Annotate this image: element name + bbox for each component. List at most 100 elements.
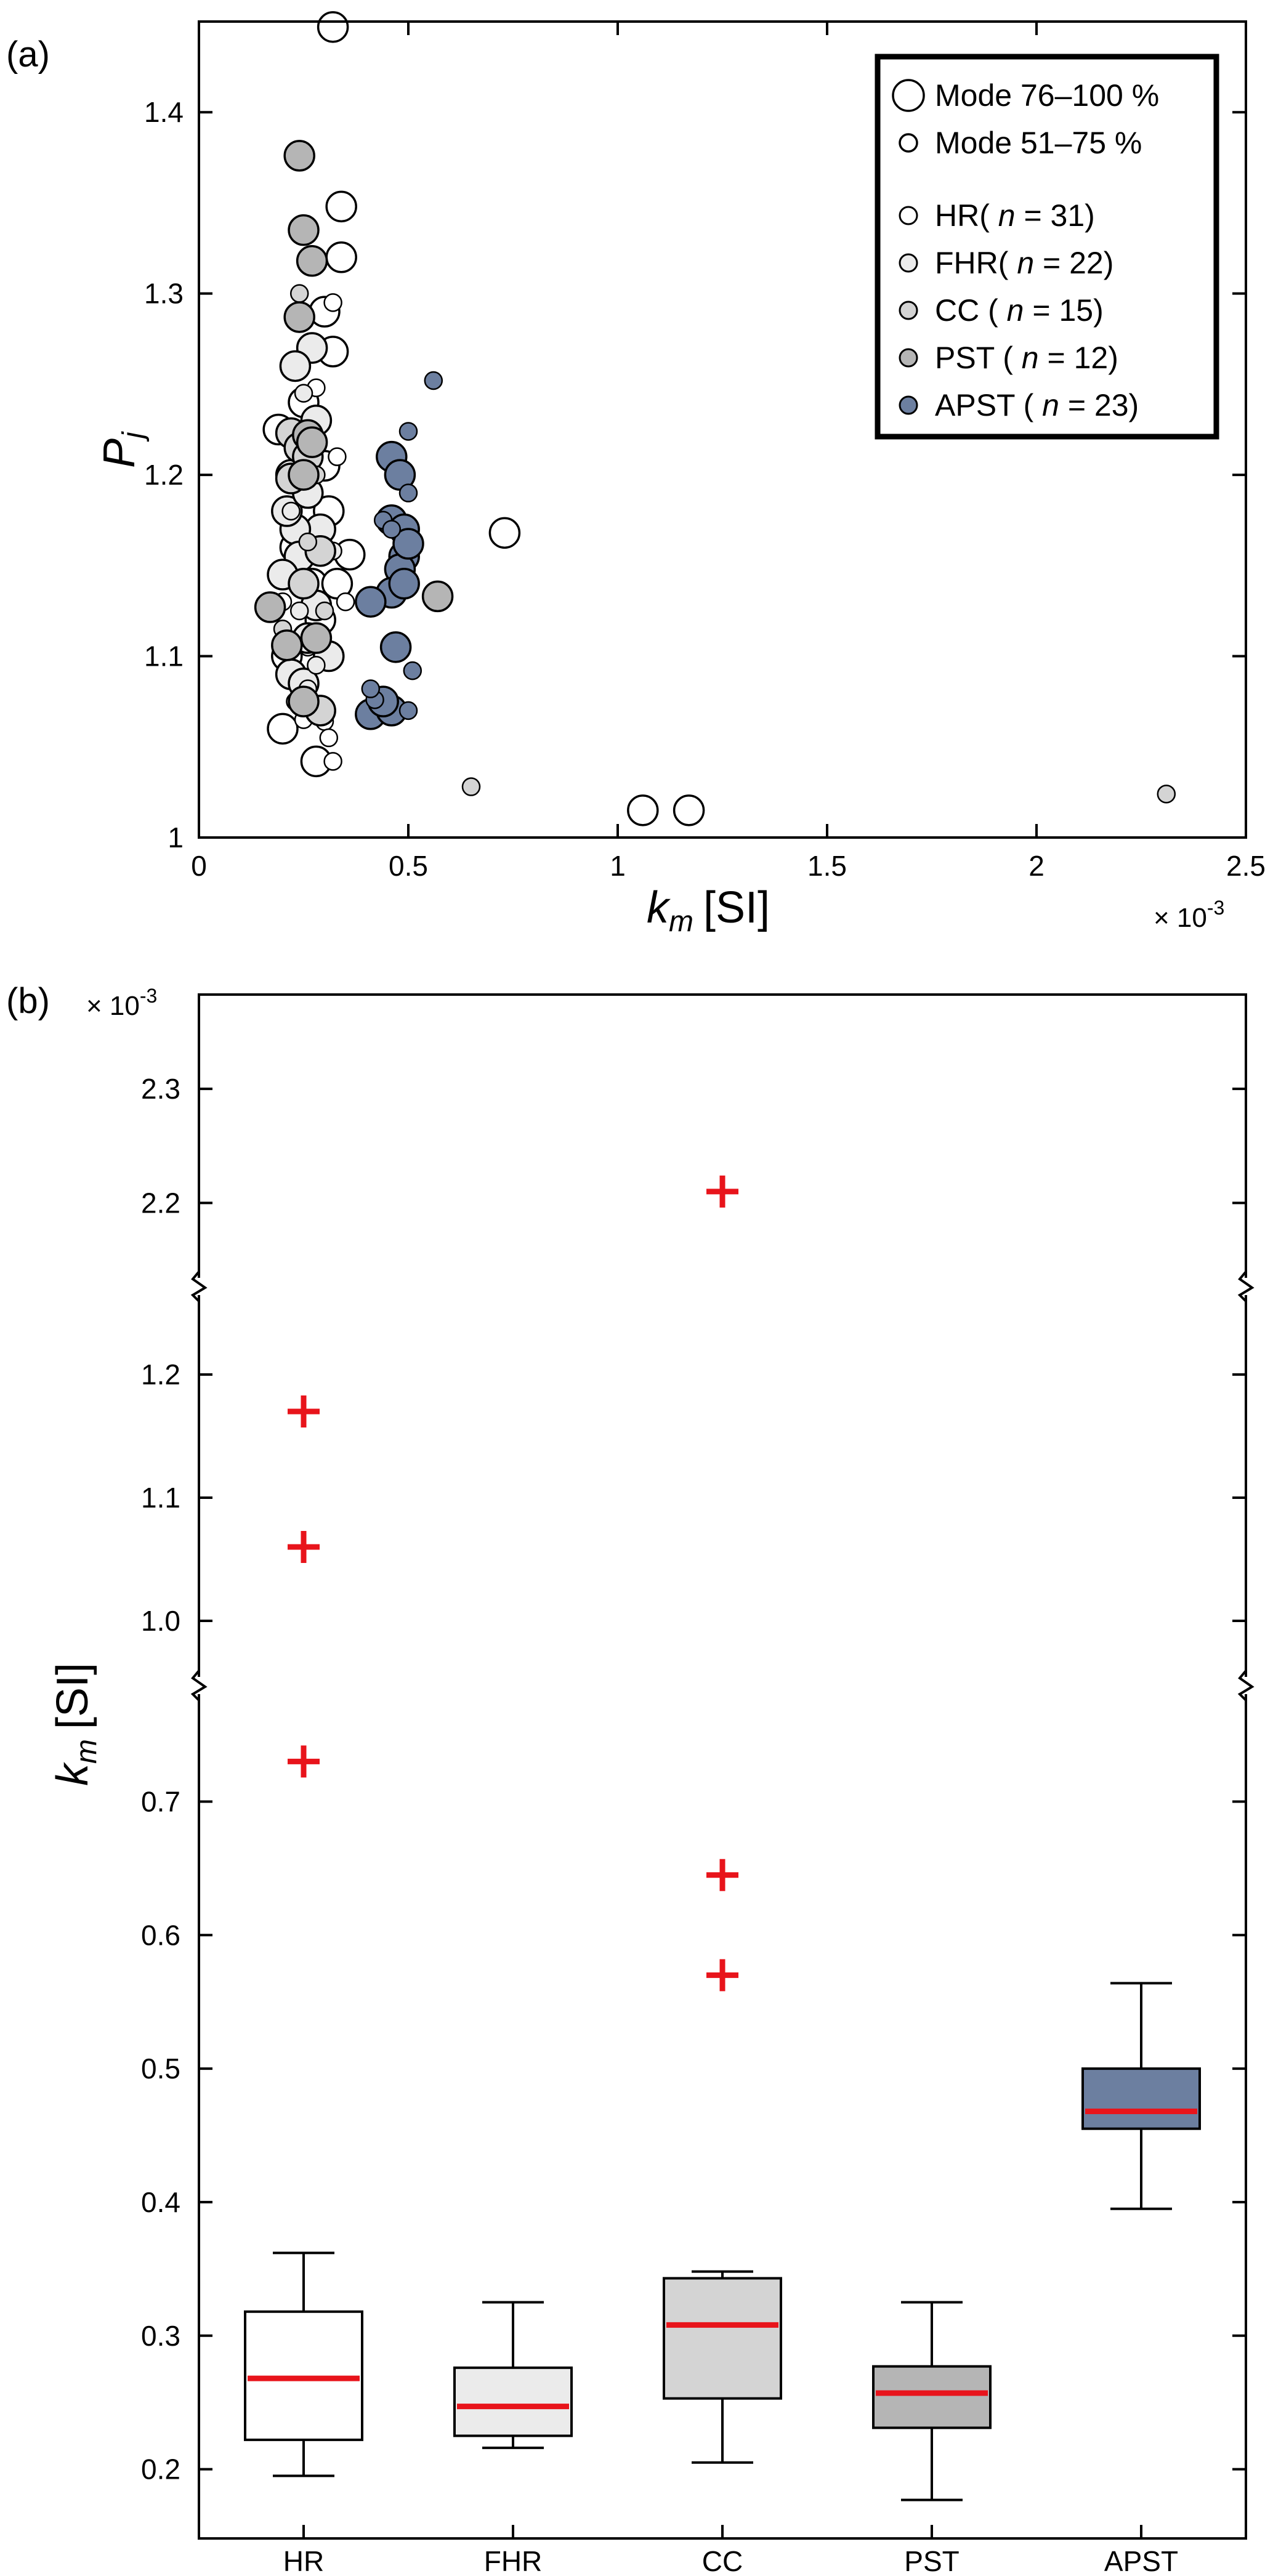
- point-fhr-18: [294, 384, 313, 403]
- legend-marker-hr: [899, 206, 918, 225]
- point-pst-0: [283, 140, 315, 172]
- box-iqr: [453, 2366, 573, 2437]
- x-category-label: FHR: [484, 2545, 543, 2576]
- point-pst-6: [288, 459, 320, 491]
- x-tick-label: 0.5: [389, 850, 428, 882]
- point-hr-1: [488, 517, 521, 549]
- point-cc-13: [315, 601, 334, 621]
- point-pst-10: [288, 685, 320, 717]
- x-tick-label: 0: [191, 850, 207, 882]
- x-category-label: PST: [904, 2545, 959, 2576]
- outlier-marker: [706, 1959, 738, 1992]
- point-cc-7: [461, 777, 481, 796]
- point-apst-19: [398, 701, 418, 721]
- y-tick-label-b: 1.1: [141, 1482, 180, 1514]
- point-fhr-15: [281, 501, 301, 521]
- point-apst-7: [355, 586, 387, 618]
- outlier-marker: [706, 1859, 738, 1891]
- x-category-label: CC: [702, 2545, 743, 2576]
- legend-frame: [875, 54, 1219, 440]
- point-hr-2: [627, 794, 659, 826]
- panel-a-label: (a): [6, 34, 50, 75]
- box-iqr: [1081, 2067, 1201, 2130]
- box-pst: [872, 2301, 992, 2501]
- legend: Mode 76–100 % Mode 51–75 % HR( n = 31) FHR(…: [875, 54, 1219, 440]
- point-hr-25: [323, 752, 342, 771]
- point-cc-10: [298, 532, 318, 552]
- y-tick-label: 1.3: [144, 278, 184, 310]
- legend-label-fhr: FHR( n = 22): [935, 246, 1113, 280]
- point-pst-3: [283, 301, 315, 333]
- point-apst-21: [361, 679, 381, 698]
- x-tick-label: 1.5: [807, 850, 847, 882]
- point-apst-14: [424, 371, 443, 390]
- x-tick-label: 1: [610, 850, 626, 882]
- point-hr-27: [319, 728, 339, 748]
- point-pst-7: [254, 591, 286, 623]
- legend-marker-fhr: [899, 253, 918, 273]
- point-apst-16: [398, 483, 418, 503]
- y-tick-label-b: 0.3: [141, 2320, 180, 2352]
- y-axis-ticks: 1 1.1 1.2 1.3 1.4: [144, 96, 1246, 854]
- point-apst-9: [379, 631, 412, 663]
- legend-label-cc: CC ( n = 15): [935, 293, 1104, 328]
- axis-break-mark: [190, 1670, 208, 1702]
- point-fhr-21: [289, 601, 309, 621]
- outlier-marker: [288, 1745, 320, 1778]
- point-apst-20: [403, 661, 422, 680]
- panel-b-label: (b): [6, 981, 50, 1021]
- legend-label: Mode 51–75 %: [935, 126, 1142, 160]
- y-tick-label: 1.4: [144, 96, 184, 128]
- point-hr-0: [317, 11, 349, 43]
- point-hr-21: [323, 293, 342, 312]
- scatter-points: [254, 11, 1176, 826]
- point-pst-11: [421, 580, 454, 613]
- x-axis-scale-note: × 10-3: [1154, 897, 1224, 933]
- x-axis-title: km [SI]: [647, 883, 770, 938]
- point-hr-16: [267, 713, 299, 745]
- point-cc-8: [1157, 785, 1176, 804]
- box-iqr: [663, 2277, 782, 2400]
- y-tick-label-b: 0.4: [141, 2186, 180, 2218]
- outlier-marker: [706, 1175, 738, 1208]
- point-pst-9: [300, 622, 333, 654]
- legend-label-hr: HR( n = 31): [935, 198, 1095, 233]
- outlier-marker: [288, 1395, 320, 1427]
- point-hr-28: [336, 592, 355, 612]
- legend-marker-large: [892, 79, 925, 112]
- legend-items: Mode 76–100 % Mode 51–75 % HR( n = 31) FHR(…: [892, 78, 1159, 422]
- y-axis-title: Pj: [95, 431, 150, 468]
- point-apst-13: [392, 528, 424, 560]
- y-tick-label: 1: [168, 822, 184, 854]
- legend-label-apst: APST ( n = 23): [935, 388, 1139, 422]
- y-tick-label-b: 0.2: [141, 2453, 180, 2485]
- y-tick-label-b: 2.3: [141, 1073, 180, 1105]
- point-apst-15: [398, 422, 418, 441]
- x-category-labels: HR FHR CC PST APST: [283, 2525, 1178, 2576]
- y-tick-label-b: 2.2: [141, 1187, 180, 1219]
- point-hr-5: [325, 241, 357, 273]
- outlier-marker: [288, 1531, 320, 1563]
- y-tick-label: 1.1: [144, 640, 184, 672]
- axis-break-mark: [1237, 1270, 1255, 1302]
- panel-b-boxplot: (b) × 10-3 2.2 2.3 1.0 1.1 1.2 0.2 0.3 0.4 0.5 0.…: [6, 981, 1255, 2576]
- point-cc-4: [288, 568, 320, 600]
- y-axis-ticks-b: 2.2 2.3 1.0 1.1 1.2 0.2 0.3 0.4 0.5 0.6 0.7: [141, 1073, 1246, 2485]
- axis-break-mark: [190, 1270, 208, 1302]
- legend-marker-small: [899, 133, 918, 153]
- y-tick-label-b: 1.2: [141, 1359, 180, 1391]
- axis-breaks: [190, 1270, 1255, 1702]
- y-tick-label-b: 0.5: [141, 2053, 180, 2085]
- point-pst-5: [296, 426, 328, 458]
- box-fhr: [453, 2301, 573, 2449]
- box-iqr: [872, 2365, 992, 2429]
- plot-frame-a: [198, 20, 1247, 839]
- legend-label: Mode 76–100 %: [935, 78, 1159, 113]
- boxes: [244, 1175, 1201, 2501]
- point-pst-2: [296, 244, 328, 277]
- y-tick-label: 1.2: [144, 459, 184, 491]
- point-pst-8: [271, 629, 303, 661]
- x-axis-ticks: 0 0.5 1 1.5 2 2.5: [191, 22, 1266, 882]
- point-pst-1: [288, 214, 320, 246]
